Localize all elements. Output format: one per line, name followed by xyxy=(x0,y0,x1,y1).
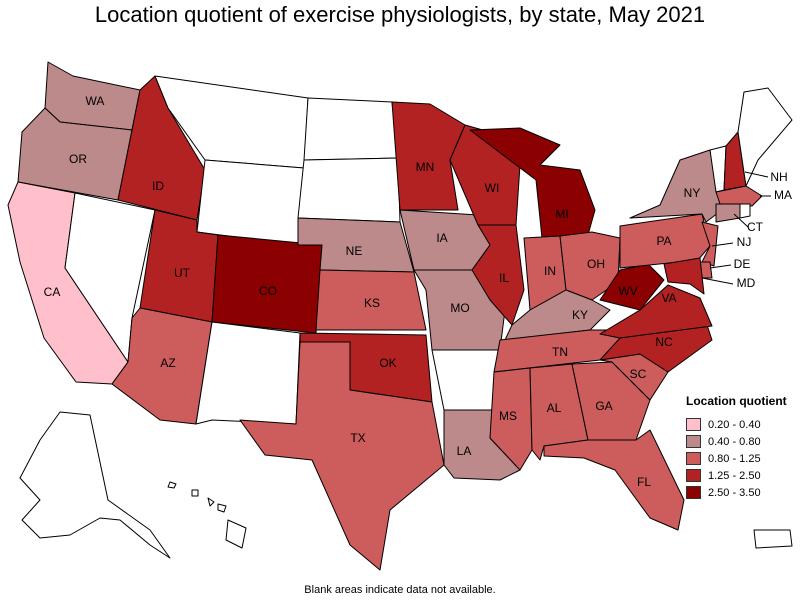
state-il[interactable] xyxy=(471,224,525,326)
state-label-ct: CT xyxy=(747,220,764,234)
state-wv[interactable] xyxy=(599,263,665,311)
state-label-co: CO xyxy=(259,284,277,298)
state-label-ca: CA xyxy=(44,285,61,299)
legend-swatch xyxy=(686,486,701,499)
label-leader-lines xyxy=(701,171,771,285)
state-label-pa: PA xyxy=(656,234,671,248)
state-label-in: IN xyxy=(544,264,556,278)
state-mi[interactable] xyxy=(469,127,596,239)
state-label-ky: KY xyxy=(572,308,588,322)
state-label-wv: WV xyxy=(618,284,637,298)
state-nd[interactable] xyxy=(303,97,399,161)
legend-item-label: 1.25 - 2.50 xyxy=(708,469,761,482)
legend-item: 0.40 - 0.80 xyxy=(686,433,796,450)
state-label-sc: SC xyxy=(630,367,647,381)
state-label-nj: NJ xyxy=(737,235,752,249)
state-label-ne: NE xyxy=(346,244,363,258)
legend-item: 0.20 - 0.40 xyxy=(686,416,796,433)
legend-swatch xyxy=(686,435,701,448)
footnote: Blank areas indicate data not available. xyxy=(304,584,496,596)
legend-item: 0.80 - 1.25 xyxy=(686,450,796,467)
legend-swatch xyxy=(686,452,701,465)
state-label-fl: FL xyxy=(637,475,651,489)
state-md[interactable] xyxy=(663,257,705,295)
state-label-va: VA xyxy=(661,291,676,305)
state-label-ma: MA xyxy=(774,188,792,202)
state-ct[interactable] xyxy=(715,203,741,223)
state-label-il: IL xyxy=(499,271,509,285)
state-label-la: LA xyxy=(457,444,472,458)
state-label-md: MD xyxy=(737,276,756,290)
state-label-tn: TN xyxy=(552,345,568,359)
state-ak[interactable] xyxy=(19,411,171,559)
legend-item: 1.25 - 2.50 xyxy=(686,467,796,484)
legend-items: 0.20 - 0.40 0.40 - 0.80 0.80 - 1.25 1.25… xyxy=(686,416,796,501)
legend-title: Location quotient xyxy=(686,394,787,408)
state-tx[interactable] xyxy=(239,341,445,571)
state-label-mi: MI xyxy=(555,207,568,221)
legend-item-label: 0.20 - 0.40 xyxy=(708,418,761,431)
state-label-wa: WA xyxy=(86,94,105,108)
state-ny[interactable] xyxy=(629,149,723,223)
state-ms[interactable] xyxy=(489,367,533,471)
legend: Location quotient 0.20 - 0.40 0.40 - 0.8… xyxy=(686,394,796,501)
state-label-ok: OK xyxy=(379,356,396,370)
legend-swatch xyxy=(686,418,701,431)
legend-item-label: 0.80 - 1.25 xyxy=(708,452,761,465)
state-pr[interactable] xyxy=(753,529,793,549)
state-nm[interactable] xyxy=(195,321,301,425)
state-label-wi: WI xyxy=(485,181,500,195)
state-label-de: DE xyxy=(734,257,751,271)
state-label-ny: NY xyxy=(684,186,701,200)
state-label-ms: MS xyxy=(499,409,517,423)
state-label-mn: MN xyxy=(416,160,435,174)
state-sd[interactable] xyxy=(297,157,401,223)
state-pa[interactable] xyxy=(619,213,711,269)
state-label-id: ID xyxy=(152,179,164,193)
state-ga[interactable] xyxy=(571,361,651,441)
state-ks[interactable] xyxy=(315,269,427,331)
state-label-ut: UT xyxy=(174,266,191,280)
state-label-ks: KS xyxy=(364,296,380,310)
state-label-az: AZ xyxy=(160,356,175,370)
state-label-al: AL xyxy=(547,401,562,415)
state-wy[interactable] xyxy=(196,159,305,246)
legend-item-label: 2.50 - 3.50 xyxy=(708,486,761,499)
state-label-mo: MO xyxy=(450,301,469,315)
state-label-nc: NC xyxy=(655,335,673,349)
state-label-or: OR xyxy=(69,152,87,166)
legend-item: 2.50 - 3.50 xyxy=(686,484,796,501)
state-ar[interactable] xyxy=(431,349,501,411)
state-label-oh: OH xyxy=(587,257,605,271)
state-label-ga: GA xyxy=(595,399,612,413)
state-label-tx: TX xyxy=(350,431,365,445)
state-label-nh: NH xyxy=(770,170,787,184)
state-ri[interactable] xyxy=(739,203,751,219)
state-hi[interactable] xyxy=(167,481,247,549)
state-ma[interactable] xyxy=(715,185,763,207)
legend-item-label: 0.40 - 0.80 xyxy=(708,435,761,448)
legend-swatch xyxy=(686,469,701,482)
map-title: Location quotient of exercise physiologi… xyxy=(94,2,706,27)
state-label-ia: IA xyxy=(436,231,447,245)
state-fl[interactable] xyxy=(543,429,685,531)
